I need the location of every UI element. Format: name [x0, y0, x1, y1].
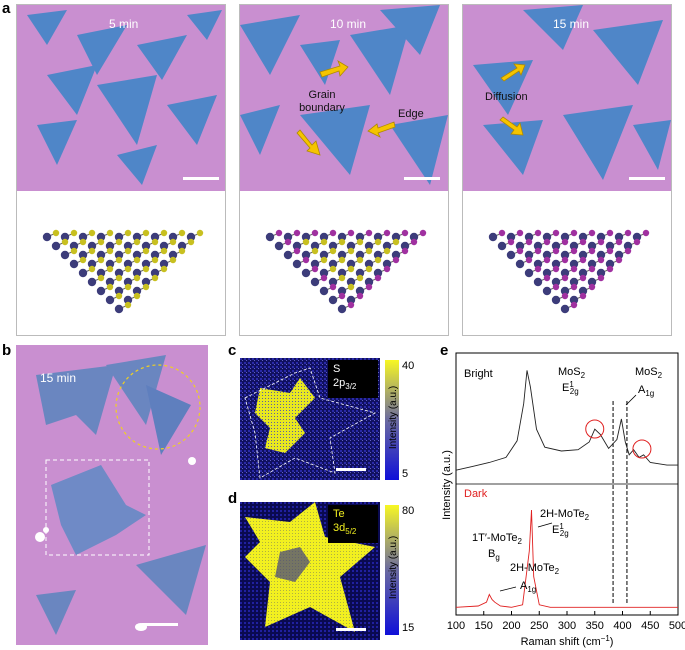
micrograph-5min: 5 min: [17, 5, 225, 191]
panel-label-e: e: [440, 342, 449, 359]
element-symbol: Te: [333, 508, 345, 520]
x-tick-label: 300: [558, 620, 576, 632]
scale-bar: [336, 628, 366, 631]
mode-label-mos2-a1g: A1g: [638, 384, 654, 398]
micrograph-panel-b: 15 min: [16, 345, 208, 645]
x-tick-label: 400: [613, 620, 631, 632]
x-tick-label: 150: [475, 620, 493, 632]
arrow-icons: [499, 63, 526, 136]
micrograph-15min: 15 min Diffusion: [463, 5, 671, 191]
scale-bar: [183, 177, 219, 180]
mode-label-2h-a1g: A1g: [520, 580, 536, 594]
flakes-5min: [27, 10, 222, 185]
x-tick-label: 450: [641, 620, 659, 632]
orbital-sub: 5/2: [345, 527, 357, 537]
peak-label-2h-e2g: 2H-MoTe2: [540, 508, 590, 522]
colorbar-label-c: Intensity (a.u.): [388, 385, 400, 450]
mode-label-1t-bg: Bg: [488, 548, 500, 562]
mode-label-2h-e2g: E1 2g: [552, 522, 569, 538]
flakes-15min: [473, 5, 671, 180]
annotation-grain-boundary: Grain boundary: [299, 89, 345, 114]
colorbar-d: [385, 505, 399, 635]
lattice-model-mote2-full: [488, 229, 650, 314]
x-tick-label: 250: [530, 620, 548, 632]
label-bright: Bright: [464, 368, 493, 380]
orbital: 3d: [333, 522, 346, 534]
x-tick-label: 200: [502, 620, 520, 632]
arrow-icons: [296, 60, 396, 156]
x-axis-label: Raman shift (cm−1): [521, 634, 614, 648]
element-symbol: S: [333, 363, 341, 375]
time-label-b: 15 min: [40, 371, 77, 385]
panel-a-5min: 5 min: [16, 4, 226, 336]
peak-label-1t-bg: 1T′-MoTe2: [472, 532, 522, 546]
colorbar-c: [385, 360, 399, 480]
y-axis-label: Intensity (a.u.): [441, 450, 453, 520]
circled-peak: [585, 419, 605, 439]
lattice-model-mote2-edge: [265, 229, 427, 314]
peak-label-mos2-a1g: MoS2: [635, 366, 663, 380]
scale-bar: [336, 468, 366, 471]
series-dark-line: [455, 509, 678, 608]
colorbar-min-c: 5: [402, 468, 409, 480]
annotation-diffusion: Diffusion: [485, 91, 528, 103]
micrograph-10min: 10 min Grain boundary Edge: [240, 5, 448, 191]
panel-label-d: d: [228, 490, 238, 507]
panel-a-15min: 15 min Diffusion: [462, 4, 672, 336]
orbital-sub: 3/2: [345, 382, 357, 392]
peak-label-mos2-e2g: MoS2: [558, 366, 586, 380]
scale-bar: [404, 177, 440, 180]
element-label-s: S 2p3/2: [328, 360, 378, 398]
colorbar-max-c: 40: [402, 360, 415, 372]
element-label-te: Te 3d5/2: [328, 505, 378, 543]
label-dark: Dark: [464, 488, 488, 500]
flakes-10min: [240, 5, 448, 185]
x-tick-label: 500: [669, 620, 685, 632]
flakes-b: [35, 355, 206, 635]
time-label-15min: 15 min: [553, 17, 590, 31]
pointer-2h-a1g: [499, 586, 517, 592]
scale-bar: [142, 623, 178, 626]
panel-a-10min: 10 min Grain boundary Edge: [239, 4, 449, 336]
annotation-edge: Edge: [398, 108, 424, 120]
peak-label-2h-a1g: 2H-MoTe2: [510, 562, 560, 576]
time-label-5min: 5 min: [109, 17, 139, 31]
x-tick-label: 350: [586, 620, 604, 632]
scale-bar: [629, 177, 665, 180]
raman-chart: 100 150 200 250 300 350 400 450 500 Bright Dark …: [441, 352, 685, 648]
colorbar-max-d: 80: [402, 505, 415, 517]
panel-label-c: c: [228, 342, 237, 359]
series-bright-line: [455, 370, 678, 471]
pointer-2h-e2g: [537, 522, 553, 528]
panel-label-b: b: [2, 342, 12, 359]
colorbar-label-d: Intensity (a.u.): [388, 535, 400, 600]
pointer-mos2-a1g: [625, 394, 637, 406]
circled-peak: [632, 439, 652, 459]
mode-label-mos2-e2g: E1 2g: [562, 380, 579, 396]
panel-label-a: a: [2, 0, 11, 17]
x-tick-label: 100: [447, 620, 465, 632]
time-label-10min: 10 min: [330, 17, 367, 31]
orbital: 2p: [333, 377, 346, 389]
colorbar-min-d: 15: [402, 622, 415, 634]
lattice-model-mos2: [42, 229, 204, 314]
